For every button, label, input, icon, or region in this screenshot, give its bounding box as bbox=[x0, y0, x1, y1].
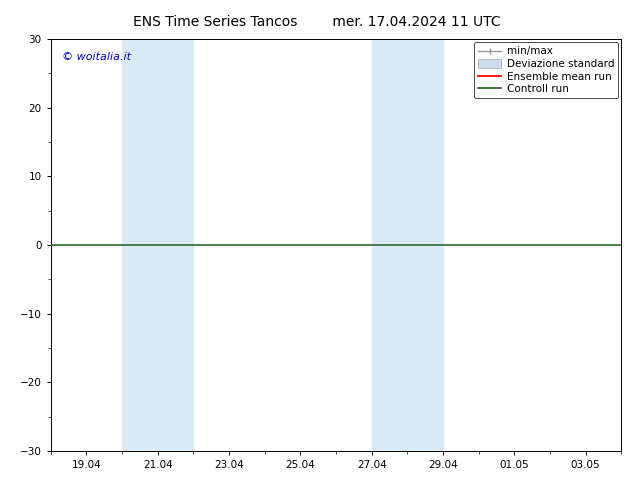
Text: © woitalia.it: © woitalia.it bbox=[62, 51, 131, 62]
Legend: min/max, Deviazione standard, Ensemble mean run, Controll run: min/max, Deviazione standard, Ensemble m… bbox=[474, 42, 618, 98]
Bar bbox=[122, 39, 193, 451]
Text: ENS Time Series Tancos        mer. 17.04.2024 11 UTC: ENS Time Series Tancos mer. 17.04.2024 1… bbox=[133, 15, 501, 29]
Bar bbox=[372, 39, 443, 451]
